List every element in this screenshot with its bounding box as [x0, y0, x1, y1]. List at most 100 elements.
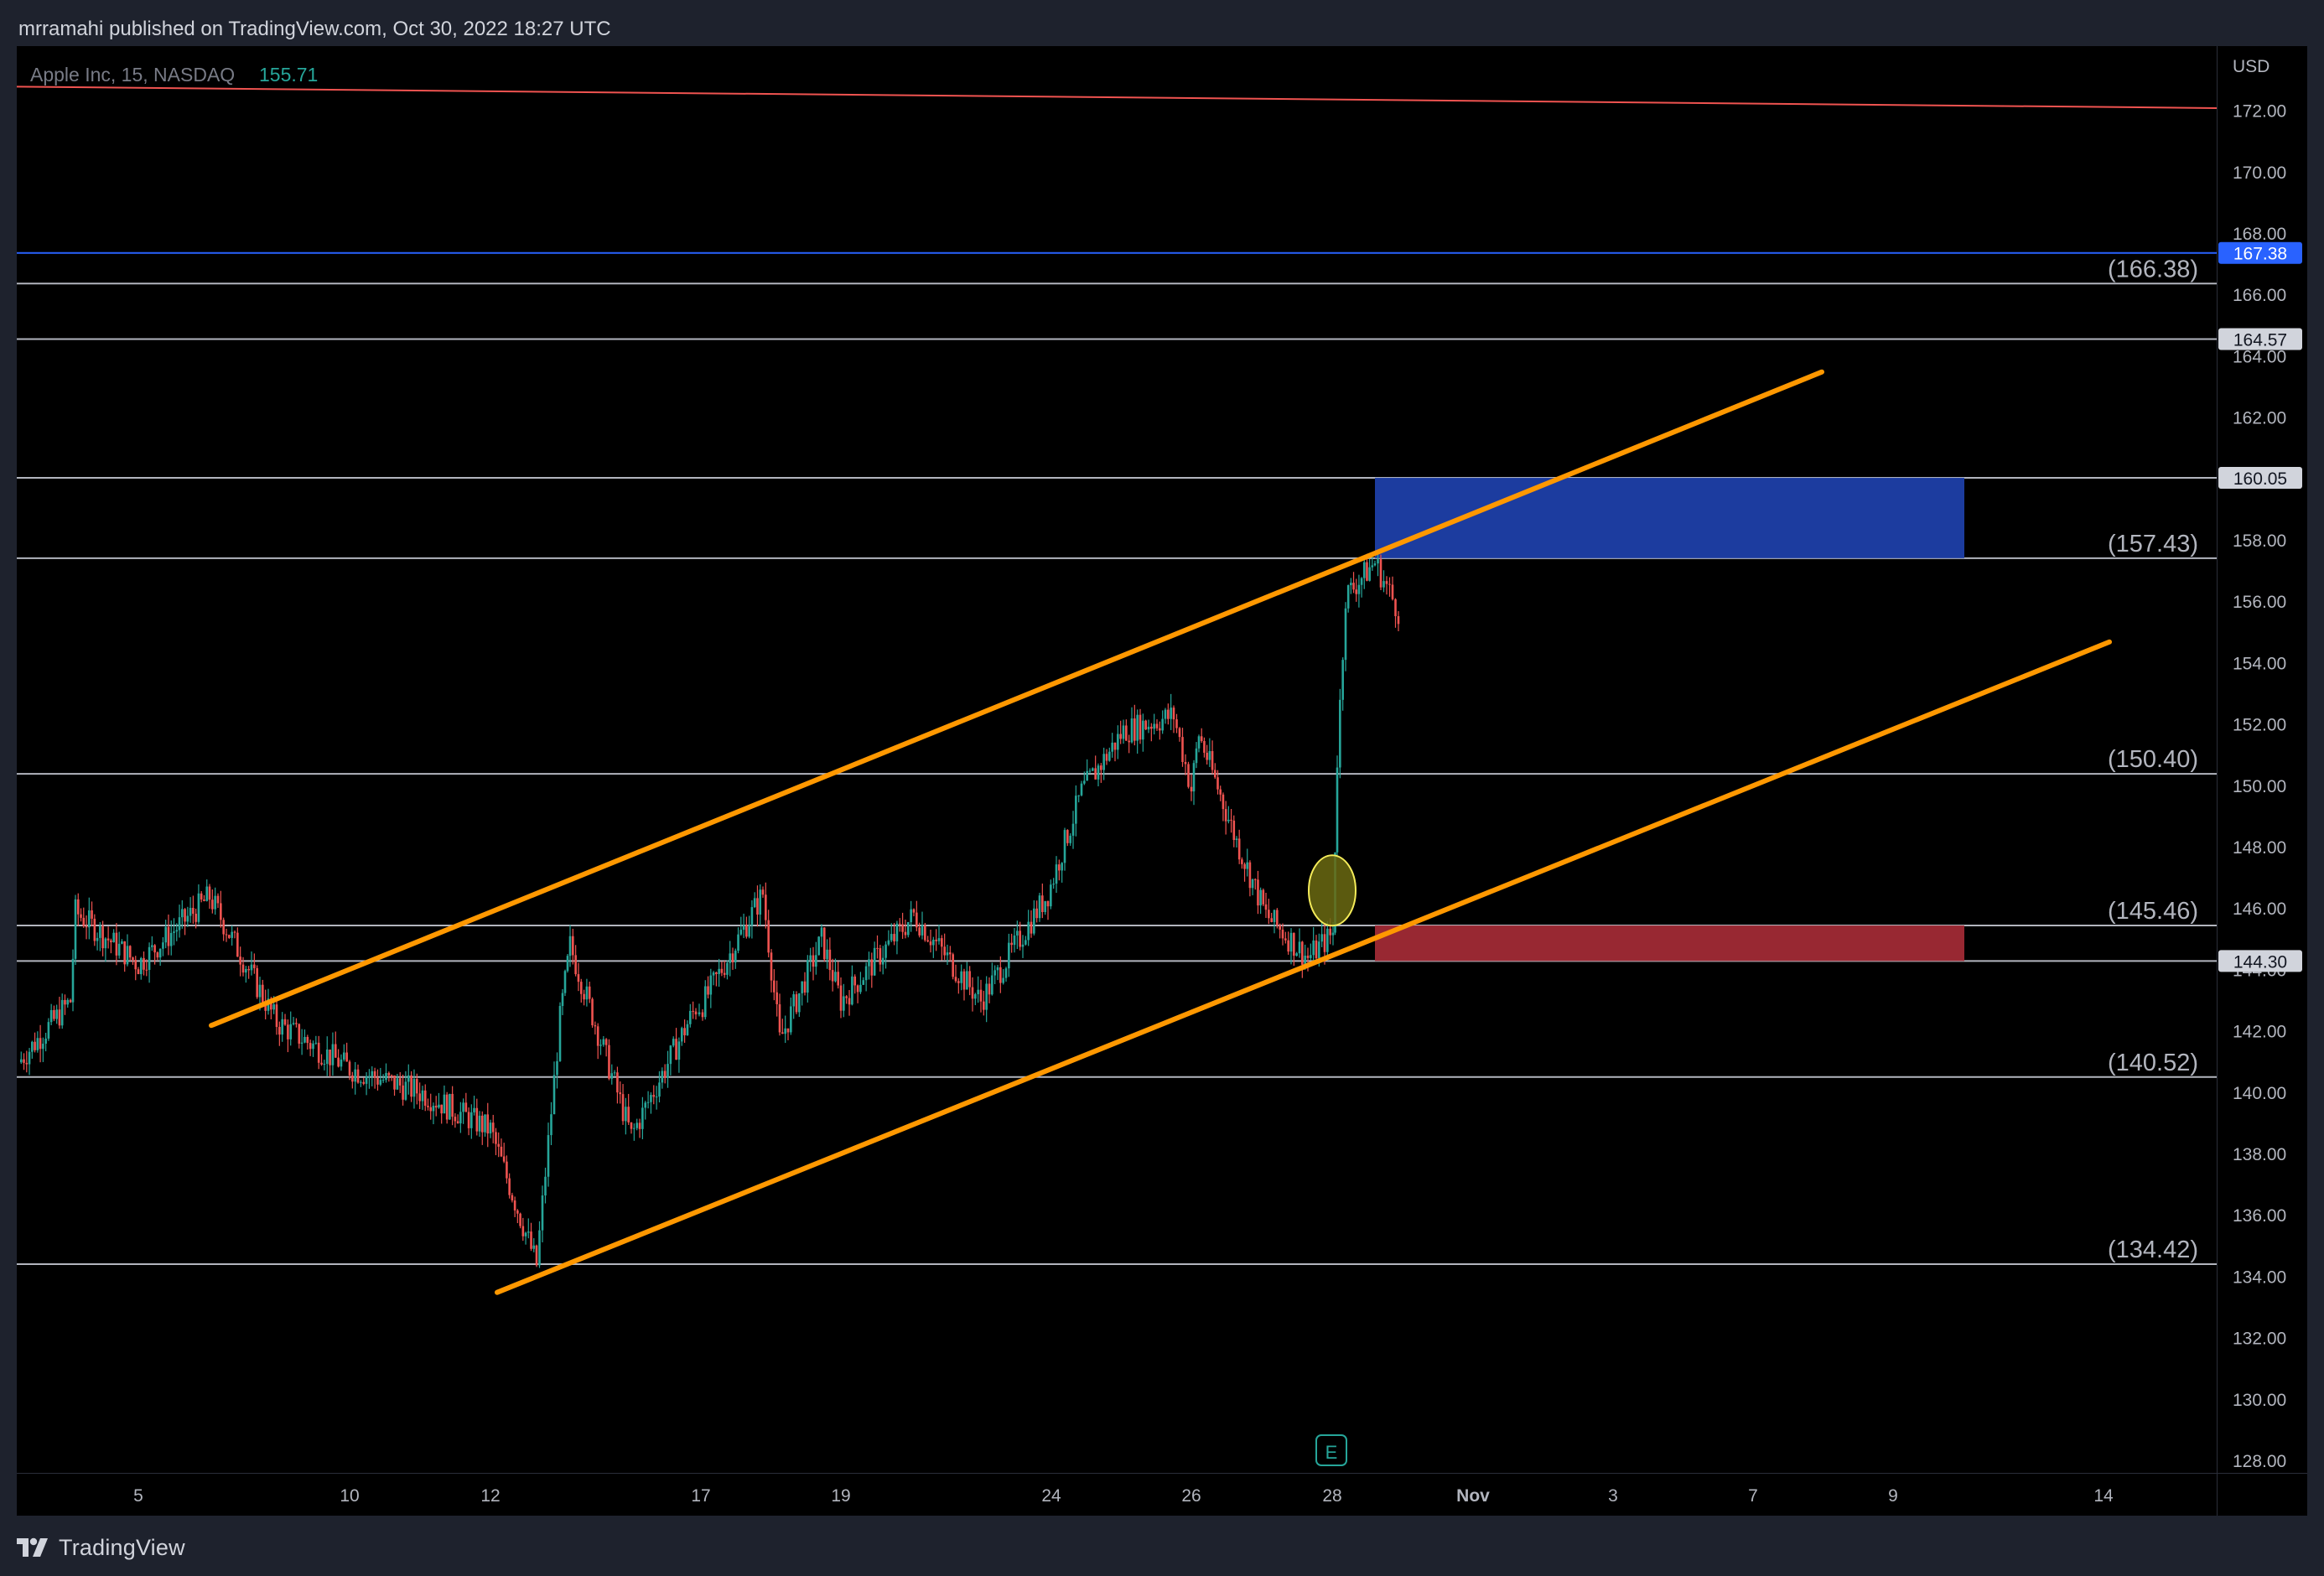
candle-body	[508, 1178, 511, 1195]
candle-body	[500, 1146, 503, 1157]
y-tick-label: 134.00	[2233, 1268, 2286, 1287]
candle-body	[843, 996, 845, 1011]
candle-body	[538, 1230, 541, 1266]
candle-body	[58, 1009, 61, 1026]
candle-body	[574, 955, 577, 975]
candle-body	[1117, 734, 1119, 750]
candle-body	[303, 1036, 306, 1043]
level-label: (134.42)	[2108, 1236, 2198, 1263]
candle-body	[421, 1090, 424, 1102]
candle-body	[613, 1072, 616, 1074]
price-tag[interactable]	[2218, 241, 2302, 264]
candle-body	[440, 1104, 443, 1114]
candle-body	[1066, 830, 1069, 843]
candle-body	[214, 895, 216, 910]
candle-body	[250, 964, 253, 971]
candle-body	[110, 940, 112, 943]
candle-body	[884, 944, 887, 958]
blue-zone[interactable]	[1375, 477, 1964, 558]
candle-body	[790, 1006, 792, 1033]
legend-symbol[interactable]: Apple Inc, 15, NASDAQ	[30, 64, 235, 86]
candle-body	[864, 966, 868, 981]
price-tag[interactable]	[2218, 950, 2302, 972]
candle-body	[156, 952, 159, 958]
candle-body	[1315, 940, 1318, 959]
candle-body	[689, 1010, 692, 1024]
candle-body	[572, 936, 574, 956]
candle-body	[323, 1064, 326, 1065]
candle-body	[356, 1069, 360, 1083]
candle-body	[264, 1002, 267, 1011]
x-tick-label: 3	[1608, 1486, 1618, 1506]
candle-body	[870, 959, 874, 976]
y-tick-label: 166.00	[2233, 286, 2286, 305]
candle-body	[143, 957, 145, 970]
candle-body	[262, 984, 264, 1003]
candle-body	[314, 1042, 318, 1044]
candle-body	[362, 1081, 366, 1084]
candle-body	[275, 1004, 278, 1028]
price-tag[interactable]	[2218, 466, 2302, 489]
candle-body	[1227, 819, 1230, 822]
candle-body	[907, 921, 910, 936]
x-tick-label: 14	[2093, 1486, 2114, 1506]
candle-body	[312, 1043, 314, 1050]
candle-body	[971, 987, 974, 999]
candle-body	[1021, 944, 1025, 947]
candle-body	[954, 977, 957, 982]
candle-body	[937, 938, 941, 941]
time-axis-pane[interactable]	[17, 1474, 2307, 1516]
candle-body	[167, 926, 170, 946]
chart-pane[interactable]	[17, 46, 2217, 1473]
candle-body	[962, 971, 966, 990]
candle-body	[281, 1019, 283, 1035]
candle-body	[1346, 585, 1350, 609]
candle-body	[929, 941, 932, 946]
candle-body	[1055, 864, 1058, 884]
channel-lower-line[interactable]	[495, 639, 2112, 1295]
candle-body	[502, 1156, 506, 1162]
candle-body	[761, 889, 765, 895]
earnings-event-icon[interactable]: E	[1315, 1434, 1347, 1466]
candle-body	[480, 1115, 484, 1133]
candle-body	[983, 1001, 985, 1010]
candle-body	[1203, 740, 1206, 753]
candle-body	[563, 971, 567, 993]
candle-body	[445, 1094, 449, 1120]
candle-body	[443, 1094, 446, 1114]
candle-body	[876, 947, 879, 949]
candle-body	[278, 1027, 281, 1035]
channel-upper-line[interactable]	[209, 369, 1824, 1029]
tradingview-brand[interactable]: TradingView	[15, 1531, 185, 1564]
candle-body	[1298, 941, 1301, 954]
price-tag[interactable]	[2218, 328, 2302, 350]
candle-body	[985, 983, 988, 1010]
descending-trendline[interactable]	[16, 86, 2218, 109]
candle-body	[932, 939, 935, 946]
candle-body	[115, 932, 118, 956]
price-axis-pane[interactable]	[2218, 46, 2307, 1473]
candle-body	[701, 1012, 704, 1018]
candle-body	[340, 1059, 343, 1067]
candle-body	[1125, 725, 1128, 741]
candle-body	[19, 1059, 23, 1063]
candle-body	[1092, 768, 1094, 771]
candle-body	[828, 949, 832, 971]
candle-body	[778, 1003, 781, 1033]
candle-body	[220, 903, 222, 920]
candle-body	[429, 1107, 433, 1112]
candle-body	[638, 1122, 641, 1129]
candle-body	[910, 909, 912, 922]
candle-body	[181, 909, 184, 918]
candle-body	[39, 1038, 42, 1050]
candle-body	[1041, 895, 1044, 912]
candle-body	[91, 910, 93, 919]
candle-body	[216, 895, 220, 904]
y-tick-label: 142.00	[2233, 1023, 2286, 1042]
candle-body	[566, 956, 569, 972]
red-zone[interactable]	[1375, 925, 1964, 962]
highlight-ellipse[interactable]	[1308, 854, 1357, 927]
candle-body	[709, 975, 713, 995]
candle-body	[530, 1231, 532, 1249]
